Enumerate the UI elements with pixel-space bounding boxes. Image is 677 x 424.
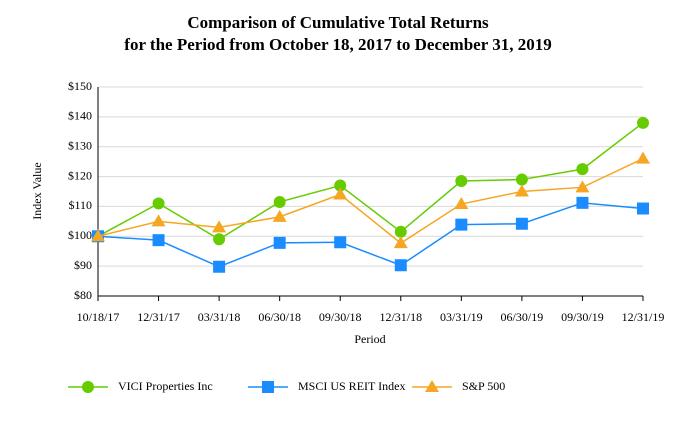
marker [394, 259, 407, 272]
legend-label: VICI Properties Inc [118, 379, 213, 393]
y-tick-label: $100 [68, 228, 92, 242]
marker [637, 116, 649, 129]
x-axis-label: Period [354, 332, 385, 346]
y-tick-label: $90 [74, 258, 92, 272]
marker [514, 184, 529, 197]
y-tick-label: $130 [68, 138, 92, 152]
x-tick-label: 06/30/18 [258, 310, 301, 324]
x-tick-label: 03/31/18 [198, 310, 241, 324]
marker [637, 202, 649, 215]
x-tick-label: 12/31/17 [137, 310, 180, 324]
x-tick-label: 10/18/17 [77, 310, 120, 324]
marker [334, 179, 347, 192]
x-tick-label: 03/31/19 [440, 310, 483, 324]
marker [393, 236, 408, 249]
marker [515, 217, 528, 230]
marker [152, 197, 165, 210]
marker [213, 260, 226, 273]
x-tick-label: 06/30/19 [501, 310, 544, 324]
series-line [97, 157, 644, 245]
marker [82, 381, 94, 393]
marker [151, 214, 166, 227]
marker [455, 175, 468, 188]
legend-label: MSCI US REIT Index [298, 379, 405, 393]
y-tick-label: $80 [74, 288, 92, 302]
marker [212, 220, 227, 233]
marker [91, 229, 105, 242]
x-tick-label: 12/31/19 [622, 310, 665, 324]
x-tick-label: 12/31/18 [379, 310, 422, 324]
marker [272, 209, 287, 222]
marker [152, 234, 165, 247]
marker [262, 381, 274, 393]
marker [273, 236, 286, 249]
chart-title: Comparison of Cumulative Total Returns [187, 13, 489, 32]
y-tick-label: $120 [68, 168, 92, 182]
y-tick-label: $110 [68, 198, 92, 212]
marker [454, 197, 469, 210]
series-line [97, 122, 644, 241]
marker [425, 380, 439, 392]
marker [455, 218, 468, 231]
marker [515, 173, 528, 186]
y-tick-label: $150 [68, 79, 92, 93]
marker [576, 196, 589, 209]
marker [394, 225, 407, 238]
y-tick-label: $140 [68, 109, 92, 123]
marker [576, 163, 589, 176]
legend-label: S&P 500 [462, 379, 505, 393]
y-axis-label: Index Value [30, 162, 44, 219]
series-line [97, 202, 644, 268]
chart-title: for the Period from October 18, 2017 to … [124, 35, 551, 54]
marker [575, 180, 590, 193]
marker [213, 233, 226, 246]
marker [333, 187, 348, 200]
x-tick-label: 09/30/19 [561, 310, 604, 324]
marker [273, 195, 286, 208]
marker [636, 151, 650, 164]
x-tick-label: 09/30/18 [319, 310, 362, 324]
marker [334, 236, 347, 249]
